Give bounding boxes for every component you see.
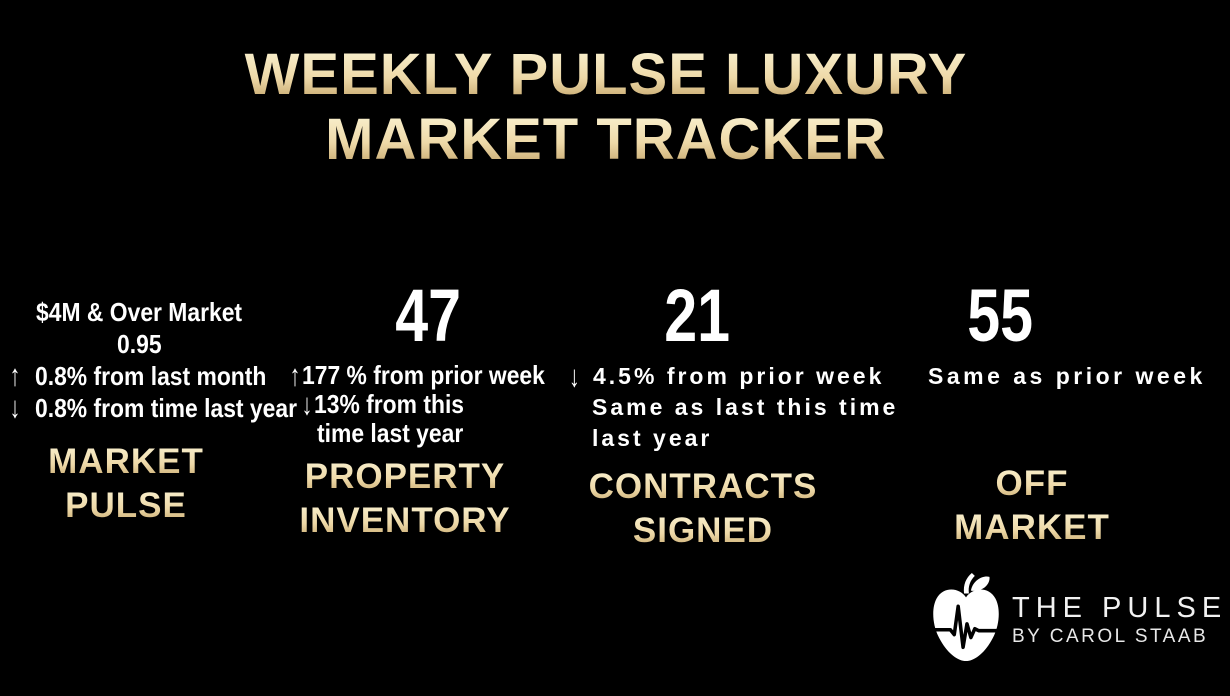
label-line: CONTRACTS xyxy=(565,465,841,509)
up-arrow-icon: ↑ xyxy=(9,358,21,393)
title-line-1: WEEKLY PULSE LUXURY xyxy=(0,42,1212,107)
label-line: MARKET xyxy=(0,440,252,484)
stat-row-last-month: ↑ 0.8% from last month xyxy=(0,360,278,392)
label-line: OFF xyxy=(920,462,1144,506)
title-line-2: MARKET TRACKER xyxy=(0,107,1212,172)
off-market-value: 55 xyxy=(967,274,1033,357)
logo-brand-text: THE PULSE xyxy=(1012,592,1228,624)
apple-pulse-icon xyxy=(932,572,1000,662)
stat-row-last-year: Same as last this time xyxy=(592,392,910,423)
stat-text: 4.5% from prior week xyxy=(593,363,885,389)
down-arrow-icon: ↓ xyxy=(301,387,313,421)
stat-text: time last year xyxy=(317,418,464,448)
stat-row-last-year-cont: time last year xyxy=(317,419,571,448)
stat-text: last year xyxy=(592,425,713,451)
down-arrow-icon: ↓ xyxy=(9,390,21,425)
page-title: WEEKLY PULSE LUXURY MARKET TRACKER xyxy=(0,42,1212,172)
up-arrow-icon: ↑ xyxy=(289,358,301,392)
label-line: PROPERTY xyxy=(280,455,530,499)
label-line: MARKET xyxy=(920,506,1144,550)
market-segment-headline: $4M & Over Market xyxy=(35,297,243,327)
stat-text: 177 % from prior week xyxy=(302,360,545,390)
property-inventory-stats: 47 ↑ 177 % from prior week ↓ 13% from th… xyxy=(285,279,571,448)
stat-text: Same as prior week xyxy=(928,363,1206,389)
logo-byline-text: BY CAROL STAAB xyxy=(1012,626,1209,647)
contracts-signed-label: CONTRACTS SIGNED xyxy=(565,465,841,553)
stat-row-last-year: ↓ 0.8% from time last year xyxy=(0,390,297,425)
logo-text-block: THE PULSE BY CAROL STAAB xyxy=(1012,593,1227,648)
label-line: PULSE xyxy=(0,484,252,528)
down-arrow-icon: ↓ xyxy=(568,359,583,393)
contracts-signed-stats: 21 ↓ 4.5% from prior week Same as last t… xyxy=(565,279,910,454)
the-pulse-logo: THE PULSE BY CAROL STAAB xyxy=(930,572,1227,662)
label-line: SIGNED xyxy=(565,509,841,553)
property-inventory-label: PROPERTY INVENTORY xyxy=(280,455,530,543)
contracts-signed-value: 21 xyxy=(664,274,730,357)
market-pulse-label: MARKET PULSE xyxy=(0,440,252,528)
stat-row-prior-week: Same as prior week xyxy=(928,361,1210,392)
stat-text: 13% from this xyxy=(314,389,465,419)
label-line: INVENTORY xyxy=(280,499,530,543)
market-pulse-value: 0.95 xyxy=(116,329,162,359)
stat-row-last-year: ↓ 13% from this xyxy=(300,387,571,421)
market-pulse-stats: $4M & Over Market 0.95 ↑ 0.8% from last … xyxy=(0,296,297,425)
property-inventory-value: 47 xyxy=(395,274,461,357)
stat-row-last-year-cont: last year xyxy=(592,423,910,454)
stat-row-prior-week: ↓ 4.5% from prior week xyxy=(567,361,910,392)
stat-text: Same as last this time xyxy=(592,394,899,420)
stat-row-prior-week: ↑ 177 % from prior week xyxy=(288,358,571,392)
stat-text: 0.8% from time last year xyxy=(35,393,297,423)
stat-text: 0.8% from last month xyxy=(35,361,267,391)
off-market-label: OFF MARKET xyxy=(920,462,1144,550)
off-market-stats: 55 Same as prior week xyxy=(920,279,1210,392)
